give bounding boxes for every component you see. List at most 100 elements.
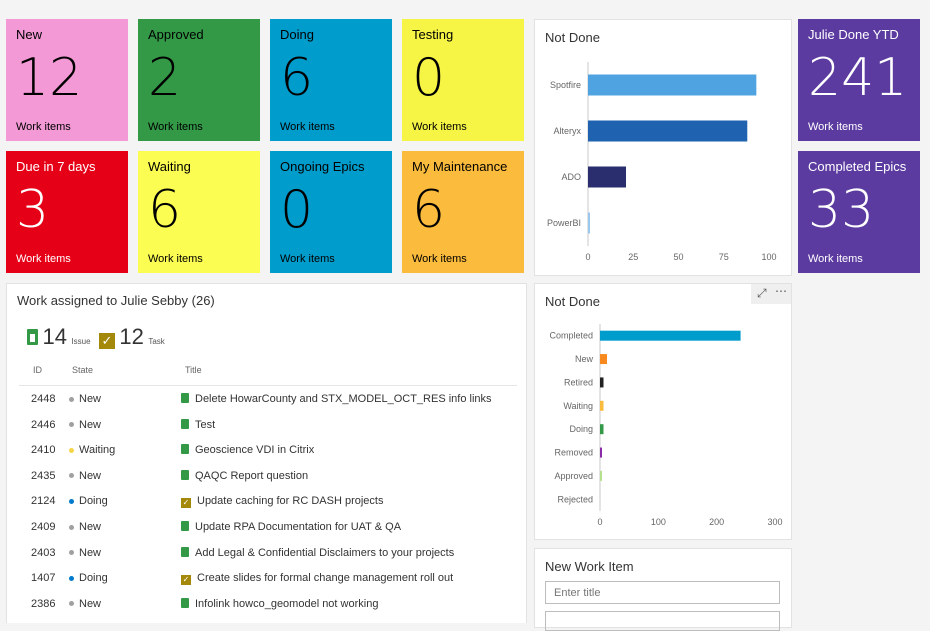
state-dot-icon: [69, 575, 74, 581]
bar: [588, 120, 748, 142]
query-tile[interactable]: Ongoing Epics 0 Work items: [270, 151, 392, 273]
work-item-row[interactable]: 2409 New Update RPA Documentation for UAT …: [19, 515, 517, 541]
tile-footer: Work items: [16, 253, 71, 265]
work-item-title[interactable]: Update RPA Documentation for UAT & QA: [181, 520, 401, 533]
work-item-row[interactable]: 2435 New QAQC Report question: [19, 464, 517, 490]
tile-footer: Work items: [280, 121, 335, 133]
tick-label: 0: [597, 517, 602, 527]
tile-title: My Maintenance: [412, 159, 508, 174]
category-label: New: [575, 354, 594, 364]
tick-label: 300: [767, 517, 782, 527]
work-item-title-text: Infolink howco_geomodel not working: [195, 597, 379, 610]
work-item-title-text: Test: [195, 418, 216, 431]
work-item-state: New: [69, 419, 101, 431]
issue-icon: [181, 418, 189, 429]
work-item-title-text: Create slides for formal change manageme…: [197, 572, 454, 585]
not-done-bar-chart[interactable]: Spotfire Alteryx ADO PowerBI 0 25 50 75 100: [535, 20, 791, 275]
issue-label: Issue: [71, 337, 91, 346]
state-label: Waiting: [79, 444, 116, 457]
query-tile[interactable]: Waiting 6 Work items: [138, 151, 260, 273]
bar: [600, 354, 607, 365]
tile-title: New: [16, 27, 43, 42]
tile-title: Approved: [148, 27, 204, 42]
work-item-title-text: Update caching for RC DASH projects: [197, 495, 384, 508]
state-dot-icon: [69, 473, 74, 479]
work-item-id: 2124: [31, 495, 56, 508]
tile-count: 3: [16, 180, 50, 240]
state-label: New: [79, 520, 102, 533]
new-work-item-panel: New Work Item: [534, 548, 792, 631]
query-tile[interactable]: Completed Epics 33 Work items: [798, 151, 920, 273]
state-label: New: [79, 469, 102, 482]
tile-count: 6: [148, 180, 182, 240]
query-tile[interactable]: New 12 Work items: [6, 19, 128, 141]
state-column-header[interactable]: State: [72, 365, 94, 375]
tick-label: 75: [719, 252, 729, 262]
tile-title: Ongoing Epics: [280, 159, 365, 174]
state-dot-icon: [69, 524, 74, 530]
task-icon: ✓: [181, 575, 191, 586]
work-item-title[interactable]: QAQC Report question: [181, 469, 308, 482]
id-column-header[interactable]: ID: [33, 365, 42, 375]
query-tile[interactable]: Testing 0 Work items: [402, 19, 524, 141]
work-item-row[interactable]: 2448 New Delete HowarCounty and STX_MODEL_…: [19, 387, 517, 413]
work-item-row[interactable]: 2403 New Add Legal & Confidential Disclaim…: [19, 541, 517, 567]
tile-footer: Work items: [148, 121, 203, 133]
chart-title: Not Done: [545, 30, 600, 45]
work-item-state: New: [69, 598, 101, 610]
work-item-title[interactable]: Delete HowarCounty and STX_MODEL_OCT_RES…: [181, 393, 492, 405]
category-label: ADO: [561, 172, 581, 182]
tile-count: 0: [412, 48, 446, 108]
work-item-row[interactable]: 2386 New Infolink howco_geomodel not worki…: [19, 592, 517, 618]
tile-count: 12: [16, 48, 83, 108]
tile-count: 0: [280, 180, 314, 240]
tile-footer: Work items: [808, 121, 863, 133]
tick-label: 0: [585, 252, 590, 262]
tile-footer: Work items: [412, 121, 467, 133]
tile-title: Doing: [280, 27, 314, 42]
query-tile[interactable]: Due in 7 days 3 Work items: [6, 151, 128, 273]
query-tile[interactable]: Doing 6 Work items: [270, 19, 392, 141]
work-item-title[interactable]: ✓ Create slides for formal change managem…: [181, 572, 454, 586]
work-item-row[interactable]: 2124 Doing ✓ Update caching for RC DASH pro…: [19, 489, 517, 515]
bar: [600, 400, 604, 411]
tile-count: 33: [808, 180, 875, 240]
query-tile[interactable]: Julie Done YTD 241 Work items: [798, 19, 920, 141]
title-input[interactable]: [545, 581, 780, 604]
tile-title: Due in 7 days: [16, 159, 96, 174]
tick-label: 50: [673, 252, 683, 262]
work-item-title[interactable]: ✓ Update caching for RC DASH projects: [181, 495, 384, 509]
state-label: Doing: [79, 572, 108, 585]
type-select[interactable]: [545, 611, 780, 631]
category-label: Rejected: [557, 494, 593, 504]
query-tile[interactable]: My Maintenance 6 Work items: [402, 151, 524, 273]
category-label: Approved: [554, 471, 593, 481]
state-dot-icon: [69, 396, 74, 402]
work-item-title[interactable]: Infolink howco_geomodel not working: [181, 597, 379, 610]
not-done-state-bar-chart[interactable]: Completed New Retired Waiting Doing Removed Ap…: [535, 284, 791, 539]
work-item-id: 2448: [31, 393, 56, 405]
more-options-icon[interactable]: ⋯: [775, 284, 787, 298]
state-dot-icon: [69, 422, 74, 428]
category-label: Spotfire: [550, 80, 581, 90]
work-table-body: 2448 New Delete HowarCounty and STX_MODEL_…: [19, 387, 517, 617]
work-item-row[interactable]: 2410 Waiting Geoscience VDI in Citrix: [19, 438, 517, 464]
work-item-title[interactable]: Test: [181, 418, 216, 431]
work-item-title-text: Delete HowarCounty and STX_MODEL_OCT_RES…: [195, 393, 492, 405]
work-item-row[interactable]: 2446 New Test: [19, 413, 517, 439]
category-label: Removed: [554, 448, 593, 458]
state-dot-icon: [69, 498, 74, 504]
category-label: PowerBI: [547, 218, 581, 228]
work-item-row[interactable]: 1407 Doing ✓ Create slides for formal chang…: [19, 566, 517, 592]
query-tile[interactable]: Approved 2 Work items: [138, 19, 260, 141]
work-item-title[interactable]: Geoscience VDI in Citrix: [181, 444, 314, 456]
bar: [600, 470, 602, 481]
task-count: 12: [119, 324, 144, 349]
expand-icon[interactable]: ⤢: [757, 286, 767, 300]
state-label: Doing: [79, 495, 108, 508]
work-item-title[interactable]: Add Legal & Confidential Disclaimers to …: [181, 546, 454, 559]
work-item-state: New: [69, 521, 101, 533]
tile-count: 2: [148, 48, 182, 108]
tile-count: 6: [412, 180, 446, 240]
title-column-header[interactable]: Title: [185, 365, 202, 375]
